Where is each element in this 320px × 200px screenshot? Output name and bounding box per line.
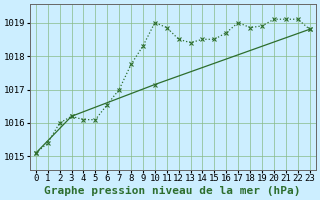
X-axis label: Graphe pression niveau de la mer (hPa): Graphe pression niveau de la mer (hPa)	[44, 186, 301, 196]
